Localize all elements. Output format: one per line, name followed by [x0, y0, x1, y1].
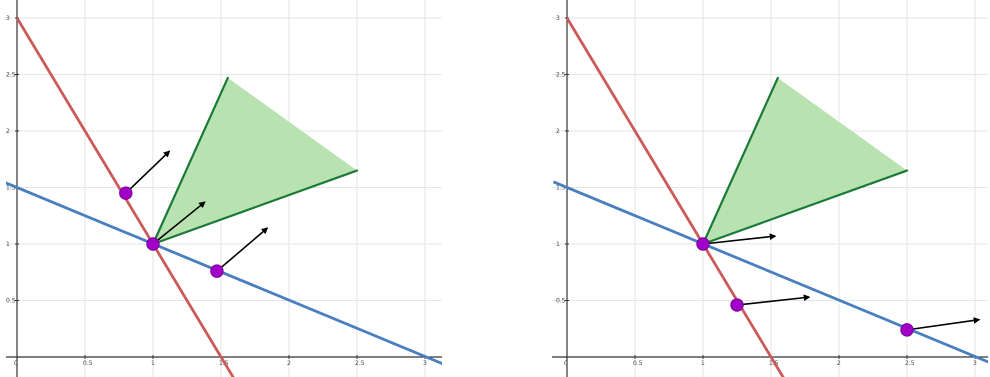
point-marker: [696, 237, 710, 251]
x-tick-label: 1: [701, 360, 705, 367]
y-tick-label: 1.5: [556, 185, 566, 192]
x-tick-label: 2.5: [355, 360, 365, 367]
point-marker: [900, 323, 914, 337]
x-tick-label: 2: [287, 360, 291, 367]
point-marker: [210, 264, 224, 278]
y-tick-label: 3: [6, 15, 10, 22]
y-tick-label: 0.5: [556, 298, 566, 305]
cone-edge: [701, 169, 909, 246]
panel-left: 00.511.522.530.511.522.53: [6, 0, 442, 377]
blue-line: [552, 180, 988, 364]
y-tick-label: 1: [6, 241, 10, 248]
y-tick-label: 3: [556, 15, 560, 22]
x-tick-label: 0: [14, 360, 18, 367]
y-tick-label: 2: [556, 128, 560, 135]
red-line: [565, 17, 785, 377]
x-tick-label: 1: [151, 360, 155, 367]
y-tick-label: 0.5: [6, 298, 16, 305]
y-tick-label: 1: [556, 241, 560, 248]
grid: [6, 0, 442, 377]
feasible-cone: [703, 77, 907, 244]
gradient-arrow: [152, 201, 206, 245]
panel-right: 00.511.522.530.511.522.53: [552, 0, 988, 377]
cone-edge: [701, 76, 779, 246]
gradient-arrow: [736, 294, 811, 306]
gradient-arrow: [702, 233, 777, 245]
gradient-arrow: [125, 150, 171, 194]
y-tick-label: 2.5: [556, 72, 566, 79]
point-marker: [119, 186, 133, 200]
x-tick-label: 3: [423, 360, 427, 367]
point-marker: [146, 237, 160, 251]
point-marker: [730, 298, 744, 312]
x-tick-label: 2.5: [905, 360, 915, 367]
x-tick-label: 2: [837, 360, 841, 367]
x-tick-label: 3: [973, 360, 977, 367]
y-tick-label: 1.5: [6, 185, 16, 192]
x-tick-label: 0.5: [633, 360, 643, 367]
gradient-arrow: [906, 317, 981, 331]
x-tick-label: 0.5: [83, 360, 93, 367]
gradient-arrow: [216, 227, 269, 272]
y-tick-label: 2: [6, 128, 10, 135]
cone-edge: [151, 76, 229, 246]
cone-edge: [151, 169, 359, 246]
y-tick-label: 2.5: [6, 72, 16, 79]
blue-line: [6, 181, 442, 366]
x-tick-label: 0: [564, 360, 568, 367]
